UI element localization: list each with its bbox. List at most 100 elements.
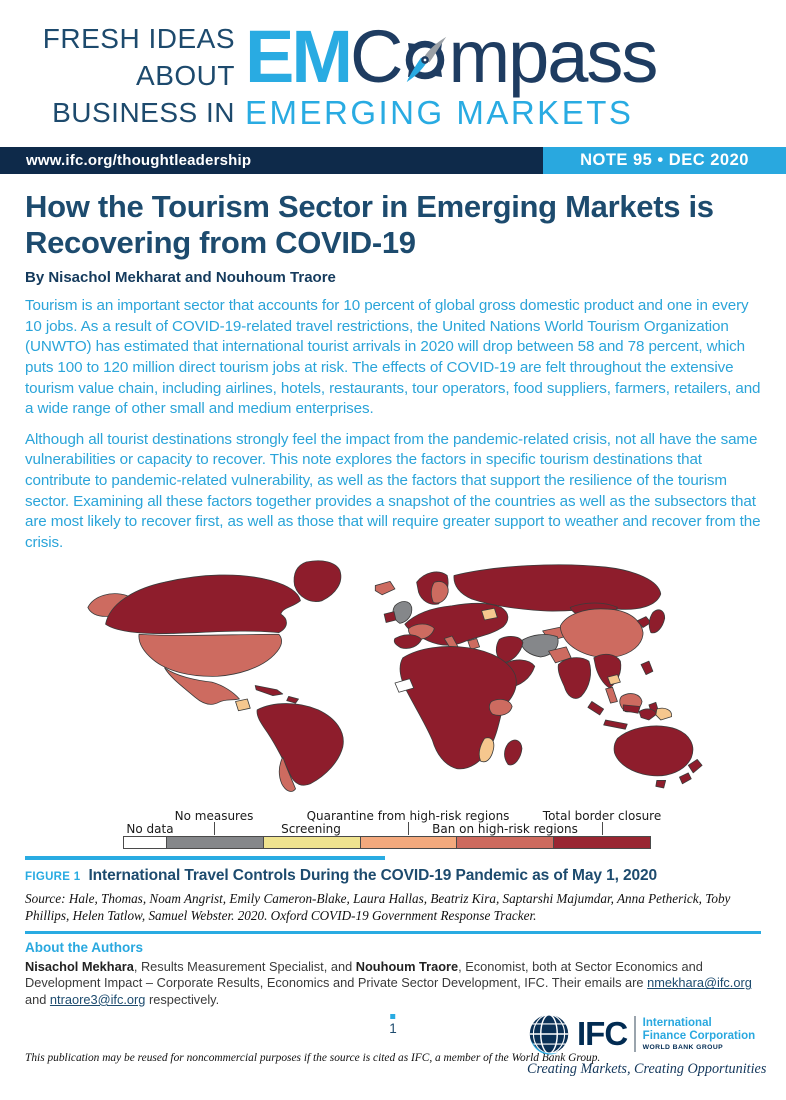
map-region-china [560,609,643,658]
ifc-logo-divider [634,1016,636,1053]
legend-label-no-measures: No measures [174,809,254,824]
about-text-4: respectively. [145,991,220,1007]
map-region-new-zealand-south [679,773,691,784]
brand-em-text: EM [245,15,353,98]
map-region-java [604,720,628,729]
map-region-caribbean-2 [287,697,299,704]
figure-divider-rule [25,856,385,861]
author-name-2: Nouhoum Traore [355,958,459,974]
about-authors-heading: About the Authors [25,939,143,955]
map-region-caribbean [255,686,283,696]
legend-label-ban: Ban on high-risk regions [432,822,578,837]
legend-label-screening: Screening [281,822,341,837]
masthead-tagline-line1: FRESH IDEAS [42,23,235,54]
map-region-ethiopia [489,700,512,716]
world-map-choropleth [78,557,708,809]
paragraph-2: Although all tourist destinations strong… [25,430,761,551]
about-text-2: , Economist, both at Sector Economics an… [25,958,703,991]
map-region-tasmania [656,781,666,789]
page-number: 1 [389,1021,397,1037]
world-bank-globe-icon [529,1014,569,1055]
map-region-philippines [641,662,653,675]
author-email-link-1[interactable]: nmekhara@ifc.org [647,975,752,991]
map-region-cambodia [608,675,621,685]
byline: By Nisachol Mekharat and Nouhoum Traore [25,269,336,287]
legend-label-no-data: No data [126,822,174,837]
map-region-madagascar [504,740,521,765]
article-content: How the Tourism Sector in Emerging Marke… [0,189,786,1100]
figure-caption-text: International Travel Controls During the… [88,867,658,885]
about-authors-body: Nisachol Mekhara, Results Measurement Sp… [25,959,761,1009]
map-region-ireland [384,612,396,623]
map-legend: No data No measures Screening Quarantine… [78,809,708,851]
page-footer: 1 This publication may be reused for non… [25,1012,767,1100]
about-text-1: , Results Measurement Specialist, and [133,958,356,974]
legend-color-bar [166,836,651,850]
ifc-name-line2: Finance Corporation [642,1029,756,1042]
world-bank-group-label: WORLD BANK GROUP [642,1044,724,1052]
figure-caption: FIGURE 1 International Travel Controls D… [25,867,761,885]
ifc-name-stack: International Finance Corporation WORLD … [643,1017,755,1051]
masthead-tagline-line3: BUSINESS IN [52,97,235,128]
brand-mpass: mpass [448,15,658,98]
map-region-new-zealand-north [688,760,702,773]
legend-tick-2 [408,822,410,836]
info-bar: www.ifc.org/thoughtleadership NOTE 95 • … [0,147,786,174]
map-region-greece [468,639,480,650]
map-region-south-america [257,704,343,786]
map-region-belarus [482,609,498,621]
brand-letter-c: C [350,15,403,98]
figure-label: FIGURE 1 [25,871,81,884]
page-title: How the Tourism Sector in Emerging Marke… [25,189,714,260]
brand-logo: EM C mpass [245,20,766,94]
author-name-1: Nisachol Mekhara [25,958,134,974]
map-region-usa [139,635,282,677]
ifc-logo-row: IFC International Finance Corporation WO… [527,1012,757,1056]
map-region-india [558,658,590,699]
paragraph-1: Tourism is an important sector that acco… [25,297,761,418]
legend-segment-screening [262,837,360,849]
compass-icon [406,36,447,83]
reuse-notice: This publication may be reused for nonco… [25,1052,601,1065]
page-number-marker [390,1014,396,1020]
legend-label-closure: Total border closure [542,809,662,824]
map-region-greenland [294,561,341,602]
map-region-iceland [375,582,395,595]
map-region-nicaragua [236,699,251,711]
legend-label-quarantine: Quarantine from high-risk regions [306,809,510,824]
info-bar-note-number: NOTE 95 • DEC 2020 [543,147,786,174]
figure-1: No data No measures Screening Quarantine… [78,557,708,851]
legend-segment-ban [456,837,554,849]
info-bar-url: www.ifc.org/thoughtleadership [0,147,543,174]
map-region-chile [279,757,295,792]
ifc-tagline: Creating Markets, Creating Opportunities [527,1061,767,1078]
map-region-papua-west [639,709,657,720]
map-region-mexico [165,668,240,704]
ifc-acronym: IFC [577,1015,628,1053]
masthead: FRESH IDEAS EM C mpass ABOUT BUSINESS IN [0,0,786,135]
map-region-borneo-indonesia [623,705,640,713]
map-region-malaysia [606,688,618,704]
map-region-sweden [431,582,448,604]
legend-segment-closure [553,837,650,849]
map-region-japan [649,610,664,633]
author-email-link-2[interactable]: ntraore3@ifc.org [49,991,146,1007]
map-region-western-sahara [395,679,414,692]
brand-subtitle: EMERGING MARKETS [245,94,634,131]
about-text-3: and [25,991,50,1007]
map-region-mozambique [479,738,494,762]
map-region-turkey-mideast [496,637,523,663]
legend-tick-1 [214,822,216,836]
map-region-canada [106,575,301,634]
map-region-sumatra [588,702,604,715]
legend-segment-quarantine [359,837,457,849]
map-region-papua-new-guinea [656,709,672,721]
legend-segment-no-measures [167,837,263,849]
figure-source: Source: Hale, Thomas, Noam Angrist, Emil… [25,891,731,923]
section-divider-rule [25,931,761,934]
map-region-russia [454,565,661,611]
legend-tick-3 [602,822,604,836]
page-number-block: 1 [389,1014,397,1036]
masthead-tagline-line2: ABOUT [136,60,235,91]
